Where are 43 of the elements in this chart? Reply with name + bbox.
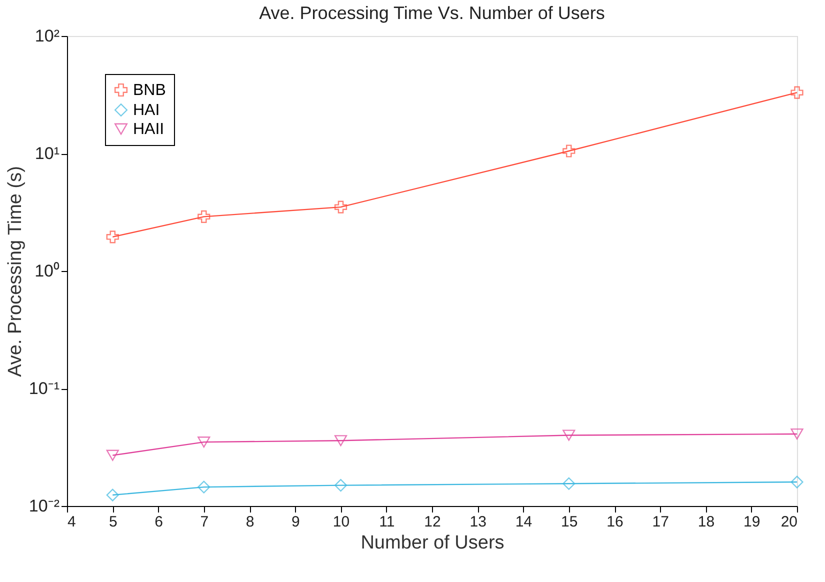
legend-label: HAI [133, 102, 160, 119]
x-axis-title: Number of Users [360, 532, 504, 554]
point [106, 488, 119, 502]
legend-label: HAII [133, 121, 164, 138]
point [790, 476, 804, 488]
y-tick-label: 10⁻² [28, 496, 60, 516]
point [198, 436, 210, 448]
x-tick-label: 16 [606, 514, 624, 530]
point [334, 435, 348, 446]
point [198, 480, 210, 494]
x-tick-label: 11 [379, 514, 395, 530]
x-tick-label: 17 [652, 514, 669, 530]
y-tick-label: 10¹ [34, 144, 60, 163]
x-tick-label: 5 [108, 514, 118, 530]
point [106, 230, 119, 244]
x-tick-label: 8 [246, 514, 254, 530]
point [198, 210, 210, 223]
y-axis-title: Ave. Processing Time (s) [4, 166, 26, 377]
x-tick-label: 12 [424, 514, 441, 530]
y-tick-label: 10⁻¹ [28, 379, 60, 398]
x-tick-label: 4 [68, 514, 76, 530]
x-tick-label: 18 [698, 514, 715, 530]
y-tick-label: 10⁰ [34, 262, 60, 280]
point [562, 477, 576, 490]
x-tick-label: 13 [470, 514, 486, 530]
point [562, 144, 576, 158]
x-tick-label: 7 [200, 514, 209, 530]
x-tick-label: 20 [780, 514, 798, 530]
chart-title: Ave. Processing Time Vs. Number of Users [259, 3, 605, 23]
y-tick-label: 10² [34, 26, 60, 46]
x-tick-label: 15 [561, 514, 578, 530]
x-tick-label: 6 [154, 514, 163, 530]
x-tick-label: 14 [515, 514, 532, 530]
legend-label: BNB [133, 82, 166, 99]
x-tick-label: 19 [744, 514, 760, 530]
x-tick-label: 10 [332, 514, 350, 530]
point [562, 430, 576, 441]
point [334, 200, 348, 214]
point [790, 428, 804, 440]
point [334, 479, 348, 492]
point [790, 86, 804, 99]
point [106, 450, 119, 461]
x-tick-label: 9 [291, 514, 300, 530]
